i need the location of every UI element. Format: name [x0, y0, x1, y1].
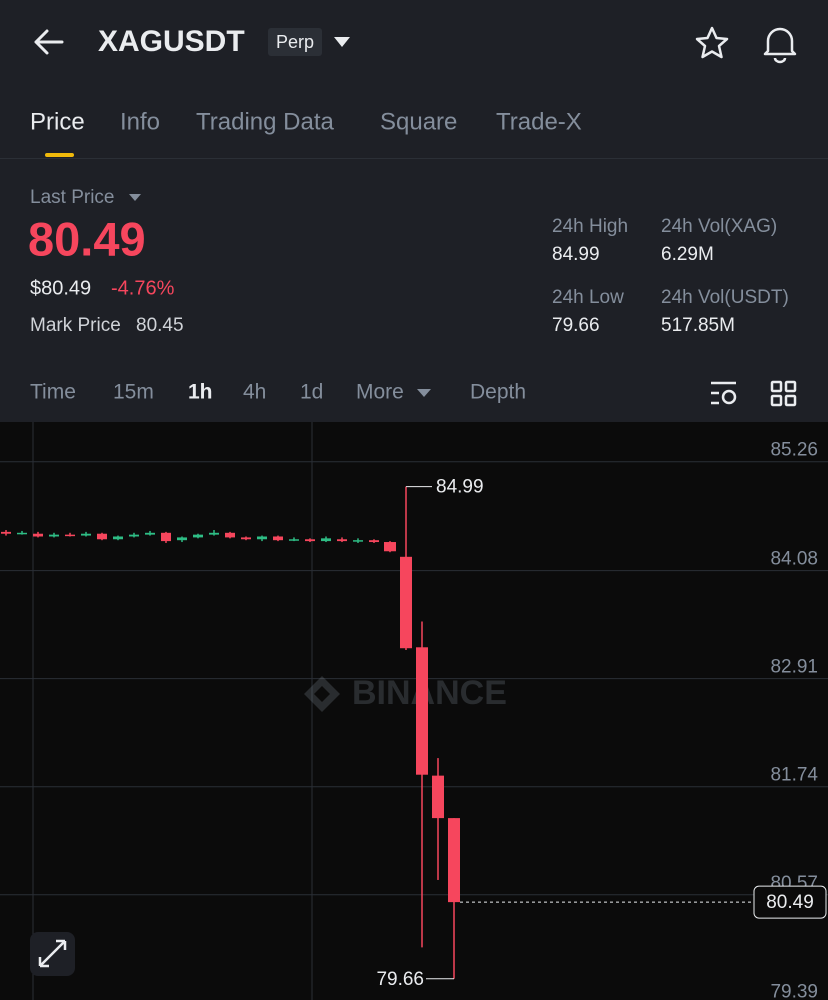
candle-body	[321, 538, 331, 542]
candle-body	[384, 542, 396, 552]
usd-price: $80.49	[30, 277, 91, 299]
candle-body	[65, 534, 75, 537]
interval[interactable]: More	[356, 381, 404, 404]
y-tick-label: 81.74	[770, 765, 818, 786]
candle-body	[273, 536, 283, 541]
y-tick-label: 79.39	[770, 982, 818, 1000]
tab[interactable]: Trade-X	[496, 108, 582, 135]
candle-body	[337, 539, 347, 542]
mark-price: 80.45	[136, 315, 184, 336]
interval[interactable]: 4h	[243, 381, 266, 404]
y-tick-label: 85.26	[770, 440, 818, 461]
favorite-icon[interactable]	[695, 26, 729, 59]
candle-body	[129, 534, 139, 537]
candle-body	[49, 534, 59, 537]
stat-label: 24h Vol(XAG)	[661, 216, 777, 237]
symbol: XAGUSDT	[98, 25, 245, 58]
candle-body	[257, 536, 267, 540]
change: -4.76%	[111, 277, 175, 299]
candle-body	[353, 540, 363, 542]
interval[interactable]: 1h	[188, 381, 213, 404]
interval[interactable]: Depth	[470, 381, 526, 404]
indicator-icon[interactable]	[711, 381, 737, 405]
mark-price-label: Mark Price	[30, 315, 121, 336]
divider	[0, 158, 828, 159]
expand-icon	[38, 939, 67, 968]
stat-value: 6.29M	[661, 244, 714, 265]
interval[interactable]: Time	[30, 381, 76, 404]
stat-label: 24h Vol(USDT)	[661, 287, 789, 308]
chart-bg	[0, 422, 828, 1000]
watermark: BINANCE	[352, 674, 507, 712]
dropdown[interactable]	[129, 194, 141, 201]
candle-body	[161, 532, 171, 542]
tab[interactable]: Square	[380, 108, 457, 135]
candle-body	[33, 533, 43, 537]
y-tick-label: 82.91	[770, 657, 818, 678]
candle-body	[305, 539, 315, 542]
high-label: 84.99	[436, 477, 484, 498]
candle-body	[400, 556, 412, 649]
candle-body	[177, 537, 187, 541]
badge: Perp	[276, 32, 314, 52]
stat-value: 517.85M	[661, 315, 735, 336]
last-price-label: Last Price	[30, 187, 114, 208]
candle-body	[113, 536, 123, 540]
candle-body	[193, 534, 203, 538]
interval[interactable]: 1d	[300, 381, 323, 404]
last-price-tag: 80.49	[766, 892, 814, 913]
candle-body	[225, 532, 235, 538]
candle-body	[1, 531, 11, 534]
candle-body	[416, 647, 428, 775]
y-tick-label: 84.08	[770, 549, 818, 570]
tab[interactable]: Trading Data	[196, 108, 335, 135]
watermark-logo	[304, 676, 340, 712]
tab[interactable]: Info	[120, 108, 160, 135]
candle-body	[145, 532, 155, 535]
candle-body	[432, 775, 444, 819]
candle-body	[448, 818, 460, 903]
dropdown[interactable]	[417, 389, 431, 397]
candle-body	[369, 540, 379, 543]
stat-value: 79.66	[552, 315, 600, 336]
badge-bg	[268, 28, 322, 56]
stat-value: 84.99	[552, 244, 600, 265]
layout-icon[interactable]	[770, 380, 797, 407]
candle-body	[241, 537, 251, 540]
candles	[1, 486, 460, 979]
interval[interactable]: 15m	[113, 381, 154, 404]
overlay: 84.99 79.66 80.49	[376, 477, 827, 990]
last-price: 80.49	[28, 212, 146, 265]
low-label: 79.66	[376, 969, 424, 990]
candle-body	[81, 533, 91, 536]
candle-body	[17, 532, 27, 535]
last-price-box	[753, 885, 827, 919]
candle-body	[209, 532, 219, 535]
alert-icon[interactable]	[763, 27, 797, 64]
stat-label: 24h Low	[552, 287, 624, 308]
candle-body	[97, 533, 107, 540]
candle-body	[289, 539, 299, 541]
tab-indicator	[45, 153, 74, 157]
tab[interactable]: Price	[30, 108, 85, 135]
symbol-dropdown[interactable]	[334, 37, 350, 47]
stat-label: 24h High	[552, 216, 628, 237]
back-button[interactable]	[34, 29, 64, 55]
